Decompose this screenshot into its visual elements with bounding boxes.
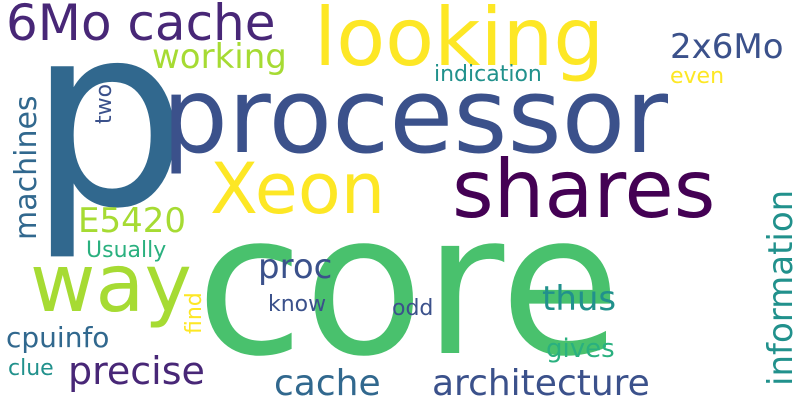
word-odd: odd [392,296,434,321]
word-p: p [28,0,188,264]
word-shares: shares [452,143,716,236]
word-working: working [152,37,287,77]
word-two: two [92,83,117,124]
word-architecture: architecture [432,363,650,400]
word-indication: indication [434,62,542,87]
word-looking: looking [314,0,605,84]
word-even: even [670,64,725,89]
word-precise: precise [68,349,205,393]
word-core: core [196,172,621,400]
word-gives: gives [546,334,615,364]
word-way: way [30,237,192,330]
word-clue: clue [8,356,54,381]
word-cpuinfo: cpuinfo [6,321,110,354]
word-6mo-cache: 6Mo cache [6,0,276,52]
word-usually: Usually [86,238,167,263]
word-proc: proc [258,247,333,287]
word-xeon: Xeon [210,148,386,230]
word-machines: machines [9,95,44,240]
word-2x6mo: 2x6Mo [670,27,784,67]
word-know: know [268,292,327,317]
word-thus: thus [542,279,617,319]
word-processor: processor [162,55,669,177]
word-information: information [761,189,800,386]
word-cache: cache [274,363,381,400]
word-find: find [182,292,207,334]
word-e5420: E5420 [78,201,187,241]
